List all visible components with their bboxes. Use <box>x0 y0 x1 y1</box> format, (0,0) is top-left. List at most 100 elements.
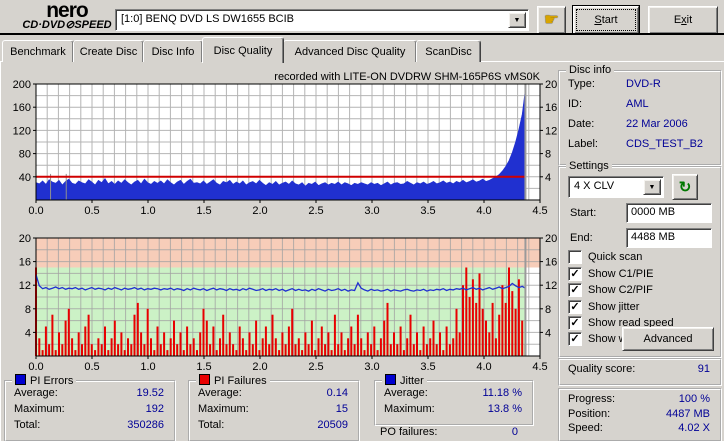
show-read-speed-checkbox[interactable] <box>568 316 582 330</box>
advanced-button[interactable]: Advanced <box>622 327 714 351</box>
exit-button[interactable]: Exit <box>648 6 718 34</box>
eject-hand-button[interactable]: ☛ <box>537 6 566 34</box>
quality-score-box: Quality score: 91 <box>558 358 722 386</box>
show-write-speed-checkbox[interactable] <box>568 332 582 346</box>
disc-id-label: ID: <box>568 98 583 110</box>
refresh-icon: ↻ <box>678 179 692 196</box>
svg-text:3.0: 3.0 <box>364 361 379 372</box>
start-button[interactable]: Start <box>573 6 639 34</box>
svg-text:1.5: 1.5 <box>196 205 211 217</box>
stats-title-text: PI Failures <box>214 375 267 387</box>
end-position-value: 4488 MB <box>631 231 676 243</box>
jitter-stats-title: Jitter <box>382 374 427 387</box>
average-label: Average: <box>198 387 242 399</box>
quick-scan-checkbox[interactable] <box>568 250 582 264</box>
svg-text:2.0: 2.0 <box>252 205 267 217</box>
svg-text:12: 12 <box>545 280 557 292</box>
checkbox-label: Show read speed <box>588 317 674 329</box>
nero-logo: nero CD·DVD⊘SPEED <box>8 0 126 32</box>
show-c2-pif-checkbox[interactable] <box>568 283 582 297</box>
tab-create-disc[interactable]: Create Disc <box>73 40 144 62</box>
exit-button-label: Exit <box>673 14 693 26</box>
checkbox-row-show-read-speed[interactable]: Show read speed <box>568 316 674 330</box>
drive-selector-arrow-button[interactable]: ▼ <box>508 12 526 28</box>
show-jitter-checkbox[interactable] <box>568 300 582 314</box>
end-position-label: End: <box>570 232 593 244</box>
svg-text:1.5: 1.5 <box>196 361 211 372</box>
maximum-label: Maximum: <box>14 403 65 415</box>
tab-disc-info[interactable]: Disc Info <box>143 40 203 62</box>
svg-text:recorded with LITE-ON DVDRW SH: recorded with LITE-ON DVDRW SHM-165P6S v… <box>274 71 540 83</box>
total-label: Total: <box>198 419 225 431</box>
pi-errors-stats-title: PI Errors <box>12 374 77 387</box>
average-value: 0.14 <box>326 387 348 399</box>
checkbox-row-show-c1-pie[interactable]: Show C1/PIE <box>568 267 653 281</box>
checkbox-label: Show C2/PIF <box>588 284 653 296</box>
scan-speed-dropdown[interactable]: 4 X CLV ▼ <box>568 176 664 198</box>
maximum-label: Maximum: <box>384 403 435 415</box>
svg-text:3.0: 3.0 <box>364 205 379 217</box>
tab-label: Advanced Disc Quality <box>294 45 406 58</box>
hand-icon: ☛ <box>543 10 560 29</box>
pi-errors-stats-box: PI Errors Average: 19.52 Maximum: 192 Tota… <box>4 374 176 441</box>
start-position-label: Start: <box>570 207 597 219</box>
svg-text:8: 8 <box>25 304 31 316</box>
checkbox-row-show-jitter[interactable]: Show jitter <box>568 300 639 314</box>
start-button-label: Start <box>594 14 618 26</box>
refresh-button[interactable]: ↻ <box>672 174 698 200</box>
svg-text:12: 12 <box>545 125 557 137</box>
disc-label-value: CDS_TEST_B2 <box>626 138 704 150</box>
tab-label: Benchmark <box>10 45 66 58</box>
start-position-field[interactable]: 0000 MB <box>626 203 712 223</box>
svg-text:1.0: 1.0 <box>140 205 155 217</box>
logo-nero-text: nero <box>46 0 89 22</box>
svg-text:16: 16 <box>545 257 557 269</box>
tab-scandisc[interactable]: ScanDisc <box>416 40 481 62</box>
checkbox-label: Show jitter <box>588 301 640 313</box>
tab-benchmark[interactable]: Benchmark <box>2 40 74 62</box>
pi-errors-chart: recorded with LITE-ON DVDRW SHM-165P6S v… <box>13 71 558 217</box>
position-label: Position: <box>568 408 611 420</box>
svg-text:0.0: 0.0 <box>28 361 43 372</box>
checkbox-row-quick-scan[interactable]: Quick scan <box>568 250 642 264</box>
tab-disc-quality[interactable]: Disc Quality <box>202 37 284 63</box>
disc-info-group: Disc info Type: DVD-R ID: AML Date: 22 Mar … <box>558 64 722 166</box>
svg-text:80: 80 <box>19 149 31 161</box>
svg-text:1.0: 1.0 <box>140 361 155 372</box>
average-value: 11.18 % <box>482 387 522 399</box>
average-label: Average: <box>384 387 428 399</box>
svg-text:0.5: 0.5 <box>84 361 99 372</box>
tab-label: Disc Quality <box>213 44 273 57</box>
svg-text:20: 20 <box>545 79 557 91</box>
end-position-field[interactable]: 4488 MB <box>626 228 712 248</box>
drive-selector-dropdown[interactable]: [1:0] BENQ DVD LS DW1655 BCIB ▼ <box>115 9 529 31</box>
svg-text:16: 16 <box>19 257 31 269</box>
scan-speed-arrow-button[interactable]: ▼ <box>643 179 661 195</box>
svg-text:4.5: 4.5 <box>532 361 547 372</box>
advanced-button-label: Advanced <box>643 333 693 345</box>
total-value: 350286 <box>127 419 164 431</box>
disc-label-label: Label: <box>568 138 598 150</box>
chevron-down-icon: ▼ <box>648 183 656 191</box>
svg-text:120: 120 <box>13 125 31 137</box>
tab-advanced-disc-quality[interactable]: Advanced Disc Quality <box>283 40 417 62</box>
show-c1-pie-checkbox[interactable] <box>568 267 582 281</box>
svg-text:16: 16 <box>545 102 557 114</box>
start-position-value: 0000 MB <box>631 206 676 218</box>
toolbar: nero CD·DVD⊘SPEED [1:0] BENQ DVD LS DW16… <box>0 0 724 34</box>
svg-text:4.5: 4.5 <box>532 205 547 217</box>
total-value: 20509 <box>317 419 348 431</box>
svg-text:2.0: 2.0 <box>252 361 267 372</box>
tab-label: Disc Info <box>151 45 195 58</box>
disc-type-label: Type: <box>568 78 595 90</box>
pi-errors-legend-swatch <box>15 374 26 385</box>
drive-selector-value: [1:0] BENQ DVD LS DW1655 BCIB <box>121 13 295 25</box>
logo-speed-text: CD·DVD⊘SPEED <box>22 19 112 31</box>
pi-failures-stats-box: PI Failures Average: 0.14 Maximum: 15 Tota… <box>188 374 360 441</box>
disc-type-value: DVD-R <box>626 78 661 90</box>
position-value: 4487 MB <box>665 408 710 420</box>
svg-text:12: 12 <box>19 280 31 292</box>
svg-text:40: 40 <box>19 172 31 184</box>
pi-failures-legend-swatch <box>199 374 210 385</box>
checkbox-row-show-c2-pif[interactable]: Show C2/PIF <box>568 283 653 297</box>
